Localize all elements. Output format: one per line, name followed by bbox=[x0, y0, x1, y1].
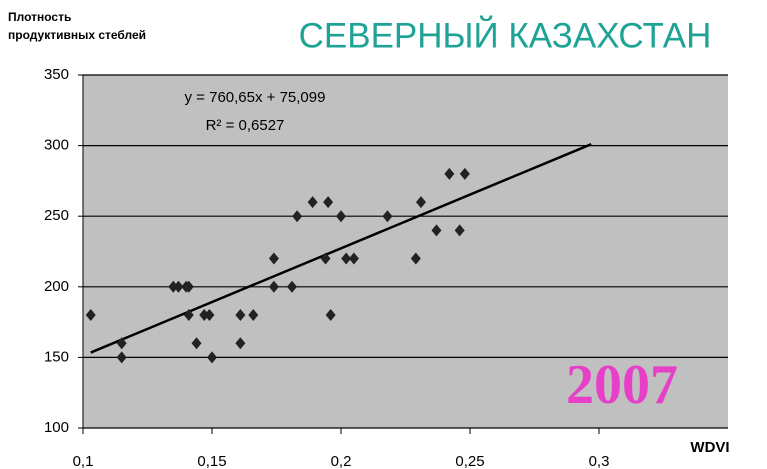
point bbox=[173, 280, 184, 293]
point bbox=[85, 309, 96, 322]
y-tick-label: 100 bbox=[44, 419, 69, 436]
y-tick-label: 200 bbox=[44, 278, 69, 295]
point bbox=[320, 252, 331, 265]
plot-area bbox=[83, 75, 728, 428]
x-tick-label: 0,25 bbox=[455, 453, 484, 469]
point bbox=[168, 280, 179, 293]
equation: y = 760,65x + 75,099 bbox=[185, 89, 326, 106]
y-tick-label: 150 bbox=[44, 348, 69, 365]
chart-title: СЕВЕРНЫЙ КАЗАХСТАН bbox=[299, 15, 712, 55]
y-axis-label: Плотность bbox=[8, 10, 71, 24]
point bbox=[459, 167, 470, 180]
point bbox=[199, 309, 210, 322]
r-squared: R² = 0,6527 bbox=[206, 117, 285, 134]
y-tick-label: 350 bbox=[44, 66, 69, 83]
x-tick-label: 0,1 bbox=[73, 453, 94, 469]
point bbox=[431, 224, 442, 237]
point bbox=[183, 309, 194, 322]
x-tick-label: 0,2 bbox=[331, 453, 352, 469]
y-tick-label: 300 bbox=[44, 137, 69, 154]
point bbox=[323, 196, 334, 209]
point bbox=[410, 252, 421, 265]
point bbox=[235, 309, 246, 322]
point bbox=[116, 351, 127, 364]
trendline bbox=[90, 143, 592, 354]
point bbox=[268, 252, 279, 265]
year-label: 2007 bbox=[566, 354, 678, 416]
x-tick-label: 0,15 bbox=[197, 453, 226, 469]
y-tick-label: 250 bbox=[44, 207, 69, 224]
point bbox=[183, 280, 194, 293]
point bbox=[191, 337, 202, 350]
point bbox=[336, 210, 346, 223]
point bbox=[415, 196, 426, 209]
point bbox=[307, 196, 318, 209]
point bbox=[235, 337, 246, 350]
x-axis-label: WDVI bbox=[690, 439, 729, 456]
point bbox=[292, 210, 303, 223]
point bbox=[454, 224, 465, 237]
point bbox=[325, 309, 336, 322]
point bbox=[286, 280, 297, 293]
x-tick-label: 0,3 bbox=[589, 453, 610, 469]
point bbox=[116, 337, 127, 350]
point bbox=[348, 252, 359, 265]
point bbox=[268, 280, 279, 293]
point bbox=[341, 252, 352, 265]
y-axis-label: продуктивных стеблей bbox=[8, 28, 146, 42]
point bbox=[382, 210, 393, 223]
point bbox=[248, 309, 259, 322]
point bbox=[444, 167, 455, 180]
point bbox=[207, 351, 217, 364]
point bbox=[204, 309, 215, 322]
